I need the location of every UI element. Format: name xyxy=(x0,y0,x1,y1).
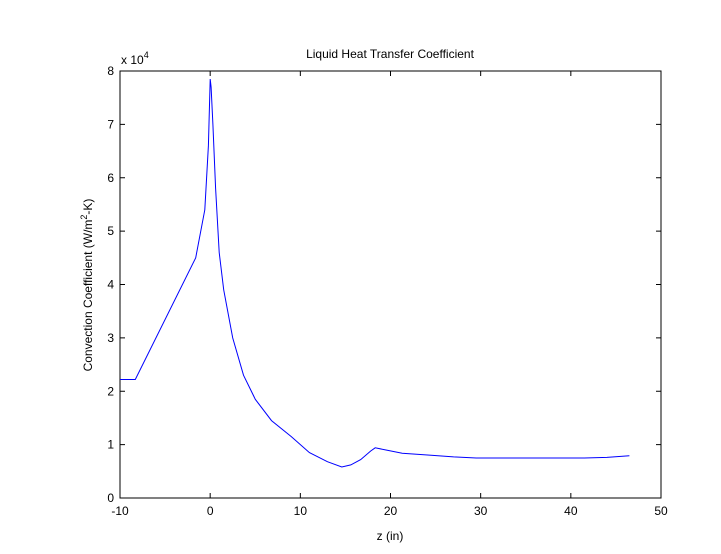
x-tick-label: 30 xyxy=(474,504,488,518)
y-tick-label: 5 xyxy=(107,224,114,238)
y-tick-label: 3 xyxy=(107,331,114,345)
y-multiplier-base: x 10 xyxy=(121,53,144,67)
x-tick-label: 50 xyxy=(654,504,668,518)
y-tick-label: 6 xyxy=(107,171,114,185)
x-tick-label: 40 xyxy=(564,504,578,518)
x-axis-label: z (in) xyxy=(377,529,404,543)
y-axis-label-base: Convection Coefficient (W/m xyxy=(81,220,95,372)
x-ticks: -10 0 10 20 30 40 50 xyxy=(111,71,668,518)
y-axis-label-sup: 2 xyxy=(79,215,89,220)
y-axis-label-tail: -K) xyxy=(81,199,95,215)
y-tick-label: 8 xyxy=(107,64,114,78)
series-line xyxy=(120,78,630,468)
x-tick-label: 10 xyxy=(294,504,308,518)
y-tick-label: 0 xyxy=(107,491,114,505)
y-tick-label: 4 xyxy=(107,278,114,292)
y-axis-label: Convection Coefficient (W/m2-K) xyxy=(79,199,95,372)
y-ticks: 0 1 2 3 4 5 6 7 8 xyxy=(107,64,661,505)
x-tick-label: 20 xyxy=(384,504,398,518)
x-tick-label: -10 xyxy=(111,504,129,518)
y-tick-label: 1 xyxy=(107,438,114,452)
plot-area xyxy=(119,70,662,499)
chart-title: Liquid Heat Transfer Coefficient xyxy=(306,47,475,61)
y-multiplier-exponent: 4 xyxy=(144,50,149,60)
y-multiplier: x 104 xyxy=(121,50,149,67)
y-tick-label: 2 xyxy=(107,384,114,398)
x-tick-label: 0 xyxy=(207,504,214,518)
y-tick-label: 7 xyxy=(107,117,114,131)
